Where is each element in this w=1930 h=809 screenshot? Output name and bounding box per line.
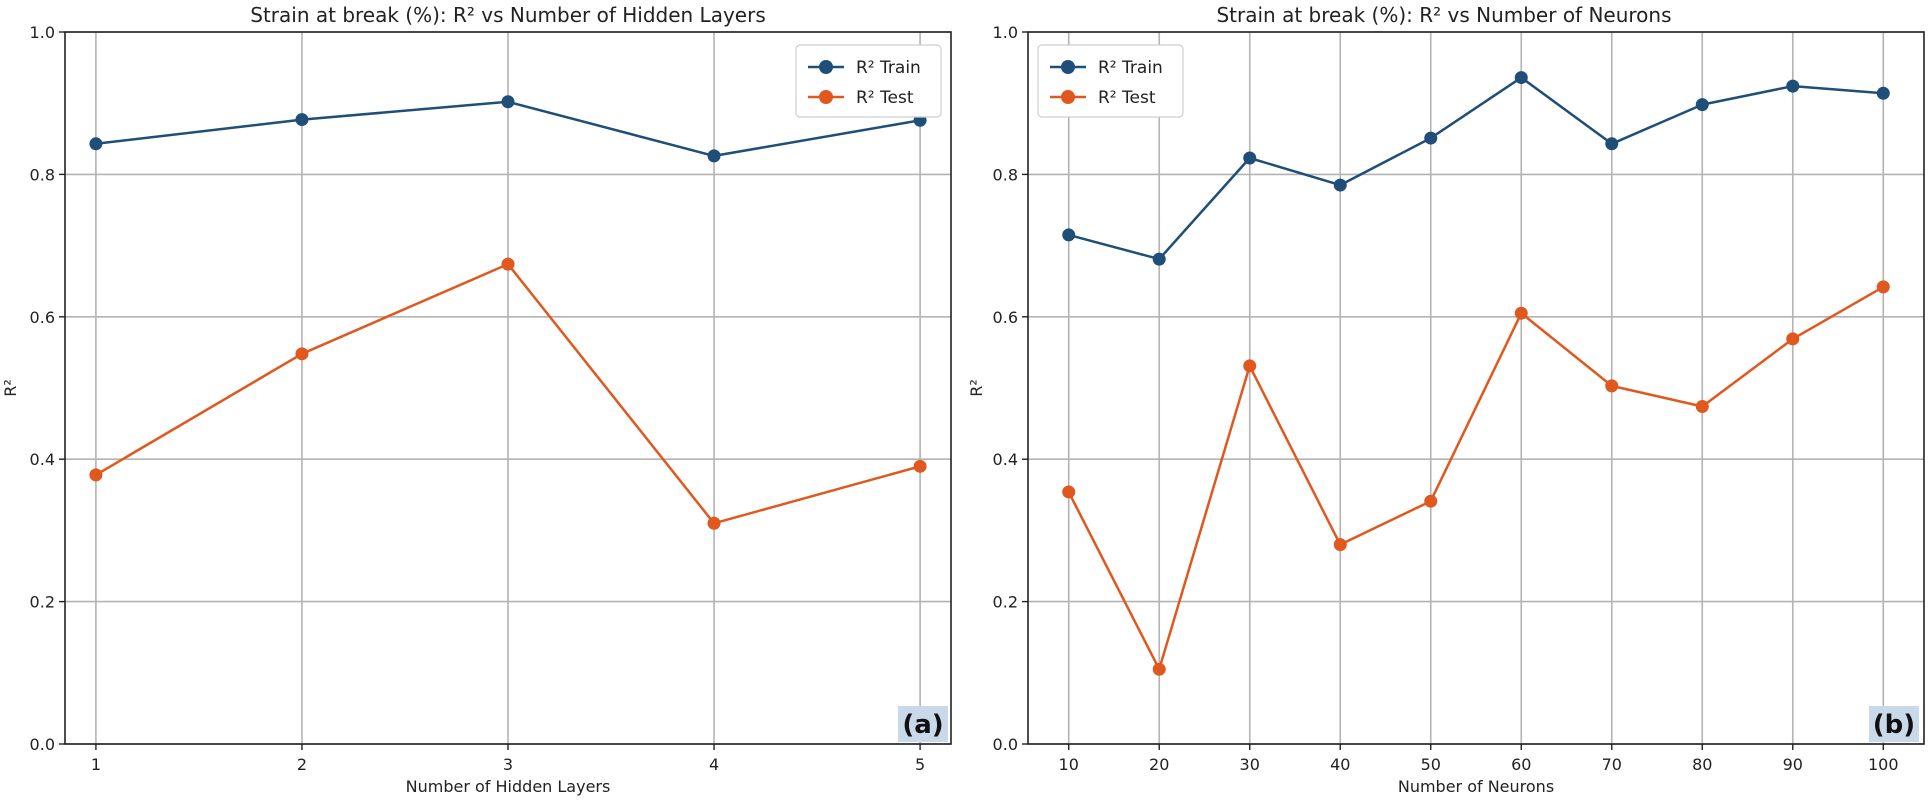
legend-test-marker [1061,90,1075,104]
x-tick-label: 50 [1421,755,1441,774]
y-tick-label: 1.0 [993,23,1018,42]
y-axis-label: R² [967,379,986,397]
y-tick-label: 0.6 [993,308,1018,327]
y-axis-label: R² [1,379,20,397]
legend-train-marker [1061,60,1075,74]
x-axis-label: Number of Neurons [1398,777,1554,796]
data-point-train [501,95,515,109]
data-point-test [1062,485,1076,499]
data-point-test [501,257,515,271]
data-point-test [1876,280,1890,294]
plot-frame [1027,31,1925,745]
chart-panel-a: Strain at break (%): R² vs Number of Hid… [1,3,952,796]
chart-title: Strain at break (%): R² vs Number of Neu… [1216,3,1671,27]
series-line-train [1068,76,1884,261]
data-point-train [707,149,721,163]
y-tick-label: 1.0 [30,23,55,42]
x-tick-label: 100 [1868,755,1899,774]
y-tick-label: 0.4 [993,450,1018,469]
x-tick-label: 70 [1602,755,1622,774]
y-tick-label: 0.0 [30,735,55,754]
y-tick-label: 0.8 [993,165,1018,184]
panel-tag-bg [1869,706,1919,742]
y-tick-label: 0.0 [993,735,1018,754]
data-point-train [1514,71,1528,85]
panel-tag: (a) [898,706,948,742]
x-tick-label: 90 [1783,755,1803,774]
x-axis-label: Number of Hidden Layers [406,777,611,796]
data-point-test [1333,538,1347,552]
y-tick-label: 0.4 [30,450,55,469]
legend-train-label: R² Train [856,58,921,78]
data-point-test [1514,306,1528,320]
data-point-train [1605,137,1619,151]
data-point-train [1243,151,1257,165]
data-point-train [1786,79,1800,93]
x-tick-label: 5 [915,755,925,774]
x-tick-label: 20 [1149,755,1169,774]
legend-test-marker [819,90,833,104]
y-tick-label: 0.2 [30,593,55,612]
x-tick-label: 40 [1330,755,1350,774]
data-point-test [707,516,721,530]
legend-test-label: R² Test [1098,88,1156,108]
data-point-train [1333,178,1347,192]
x-tick-label: 10 [1059,755,1079,774]
x-tick-label: 60 [1511,755,1531,774]
data-point-test [913,459,927,473]
data-point-train [89,137,103,151]
x-tick-label: 3 [503,755,513,774]
data-point-test [1695,400,1709,414]
legend: R² Train R² Test [1037,44,1184,118]
legend: R² Train R² Test [795,44,942,118]
y-tick-label: 0.2 [993,593,1018,612]
data-point-test [1152,662,1166,676]
x-tick-label: 80 [1692,755,1712,774]
data-point-train [295,113,309,127]
data-point-train [1062,228,1076,242]
data-point-train [1152,252,1166,266]
x-tick-label: 2 [297,755,307,774]
data-point-test [1243,359,1257,373]
y-tick-label: 0.6 [30,308,55,327]
data-point-test [1424,494,1438,508]
panel-tag-label: (b) [1873,710,1915,740]
legend-train-marker [819,60,833,74]
legend-test-label: R² Test [856,88,914,108]
chart-panel-b: Strain at break (%): R² vs Number of Neu… [967,3,1925,796]
panel-tag-label: (a) [902,710,943,740]
x-tick-label: 4 [709,755,719,774]
x-tick-label: 1 [91,755,101,774]
data-point-train [1876,86,1890,100]
data-point-test [89,468,103,482]
data-point-test [1786,332,1800,346]
panel-tag: (b) [1869,706,1919,742]
legend-train-label: R² Train [1098,58,1163,78]
chart-title: Strain at break (%): R² vs Number of Hid… [250,3,765,27]
data-point-train [1695,98,1709,112]
x-tick-label: 30 [1240,755,1260,774]
data-point-train [1424,131,1438,145]
data-point-test [295,347,309,361]
data-point-test [1605,379,1619,393]
panel-tag-bg [898,706,948,742]
y-tick-label: 0.8 [30,165,55,184]
series-line-test [1067,285,1884,671]
